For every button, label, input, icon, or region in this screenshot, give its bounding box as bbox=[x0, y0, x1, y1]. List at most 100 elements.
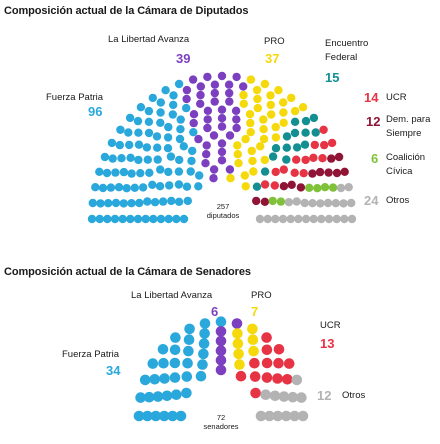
seat-fuerza-patria bbox=[176, 125, 185, 134]
value-lla-diputados: 39 bbox=[176, 51, 191, 66]
seat-la-libertad-avanza bbox=[196, 90, 205, 100]
label-ucr-senadores: UCR bbox=[320, 320, 341, 331]
seat-encuentro-federal bbox=[301, 128, 310, 137]
seat-ucr bbox=[261, 357, 273, 369]
seat-fuerza-patria bbox=[175, 134, 185, 144]
seat-fuerza-patria bbox=[148, 180, 157, 189]
seat-pro bbox=[247, 146, 256, 156]
seat-fuerza-patria bbox=[164, 214, 173, 224]
seat-la-libertad-avanza bbox=[194, 134, 203, 144]
seat-la-libertad-avanza bbox=[225, 88, 234, 98]
seat-fuerza-patria bbox=[169, 91, 178, 100]
seat-ucr bbox=[250, 387, 261, 399]
seat-pro bbox=[290, 106, 300, 116]
seat-encuentro-federal bbox=[290, 117, 300, 127]
seat-fuerza-patria bbox=[181, 371, 193, 382]
seat-la-libertad-avanza bbox=[209, 165, 219, 174]
seat-pro bbox=[271, 133, 281, 142]
seat-otros bbox=[278, 214, 288, 224]
seat-fuerza-patria bbox=[96, 199, 105, 208]
seat-dem-para-siempre bbox=[332, 168, 342, 178]
seat-fuerza-patria bbox=[110, 214, 120, 224]
seat-pro bbox=[260, 79, 270, 89]
seat-fuerza-patria bbox=[152, 132, 162, 141]
seat-otros bbox=[347, 198, 356, 208]
seat-dem-para-siempre bbox=[279, 182, 289, 191]
seat-fuerza-patria bbox=[143, 155, 152, 164]
seat-ucr bbox=[270, 181, 279, 190]
seat-fuerza-patria bbox=[143, 197, 152, 206]
seat-ucr bbox=[299, 169, 308, 178]
seat-fuerza-patria bbox=[142, 143, 152, 152]
senadores-total-label: senadores bbox=[203, 422, 239, 431]
seat-fuerza-patria bbox=[184, 323, 195, 335]
seat-fuerza-patria bbox=[171, 389, 182, 401]
seat-otros bbox=[344, 183, 353, 192]
seat-dem-para-siempre bbox=[340, 167, 349, 176]
seat-la-libertad-avanza bbox=[210, 88, 219, 98]
seat-otros bbox=[296, 392, 307, 403]
seat-ucr bbox=[327, 138, 337, 148]
seat-fuerza-patria bbox=[167, 196, 176, 206]
seat-fuerza-patria bbox=[194, 182, 203, 191]
seat-fuerza-patria bbox=[144, 117, 154, 127]
seat-otros bbox=[309, 214, 318, 224]
seat-fuerza-patria bbox=[169, 372, 181, 383]
seat-ucr bbox=[273, 357, 284, 369]
seat-fuerza-patria bbox=[199, 318, 211, 329]
seat-fuerza-patria bbox=[148, 93, 157, 103]
value-ucr-diputados: 14 bbox=[364, 90, 379, 105]
value-fuerza-patria-senadores: 34 bbox=[106, 363, 121, 378]
seat-encuentro-federal bbox=[252, 182, 262, 191]
seat-ucr bbox=[301, 155, 310, 165]
seat-la-libertad-avanza bbox=[203, 72, 212, 82]
seat-fuerza-patria bbox=[175, 410, 187, 422]
seat-la-libertad-avanza bbox=[217, 114, 227, 123]
seat-la-libertad-avanza bbox=[196, 82, 205, 91]
seat-fuerza-patria bbox=[157, 344, 169, 355]
value-ucr-senadores: 13 bbox=[320, 336, 335, 351]
seat-otros bbox=[271, 214, 280, 224]
seat-otros bbox=[284, 198, 294, 207]
label-fuerza-patria-senadores: Fuerza Patria bbox=[62, 349, 120, 360]
seat-fuerza-patria bbox=[102, 168, 112, 178]
seat-encuentro-federal bbox=[282, 132, 292, 141]
seat-fuerza-patria bbox=[126, 214, 135, 224]
seat-fuerza-patria bbox=[199, 328, 210, 339]
seat-fuerza-patria bbox=[145, 168, 154, 177]
seat-fuerza-patria bbox=[176, 115, 185, 124]
seat-otros bbox=[331, 199, 340, 208]
senadores-total: 72 senadores bbox=[203, 413, 238, 431]
seat-fuerza-patria bbox=[179, 142, 188, 151]
seat-encuentro-federal bbox=[260, 167, 270, 176]
seat-otros bbox=[286, 214, 295, 224]
seat-fuerza-patria bbox=[126, 153, 135, 162]
seat-encuentro-federal bbox=[271, 144, 281, 153]
seat-pro bbox=[249, 167, 258, 176]
seat-otros bbox=[292, 197, 301, 206]
seat-fuerza-patria bbox=[135, 198, 144, 208]
seat-fuerza-patria bbox=[158, 357, 169, 369]
seat-otros bbox=[332, 214, 341, 224]
seat-fuerza-patria bbox=[156, 108, 165, 117]
seat-pro bbox=[260, 155, 269, 165]
seat-fuerza-patria bbox=[215, 316, 227, 328]
seat-fuerza-patria bbox=[158, 410, 170, 422]
value-lla-senadores: 6 bbox=[211, 304, 219, 319]
seat-la-libertad-avanza bbox=[201, 159, 210, 168]
label-dem-para-siempre-diputados: Dem. para Siempre bbox=[386, 114, 431, 139]
seat-fuerza-patria bbox=[136, 103, 146, 112]
seat-fuerza-patria bbox=[182, 103, 191, 113]
seat-la-libertad-avanza bbox=[182, 94, 191, 104]
label-pro-senadores: PRO bbox=[251, 290, 272, 301]
diputados-total-label: diputados bbox=[206, 211, 240, 220]
seat-la-libertad-avanza bbox=[217, 71, 227, 81]
seat-fuerza-patria bbox=[125, 140, 134, 150]
seat-otros bbox=[336, 183, 346, 193]
seat-fuerza-patria bbox=[156, 165, 165, 174]
seat-dem-para-siempre bbox=[296, 183, 306, 192]
seat-fuerza-patria bbox=[156, 214, 166, 224]
seat-la-libertad-avanza bbox=[231, 318, 243, 329]
value-otros-senadores: 12 bbox=[317, 388, 332, 403]
seat-pro bbox=[252, 85, 262, 95]
